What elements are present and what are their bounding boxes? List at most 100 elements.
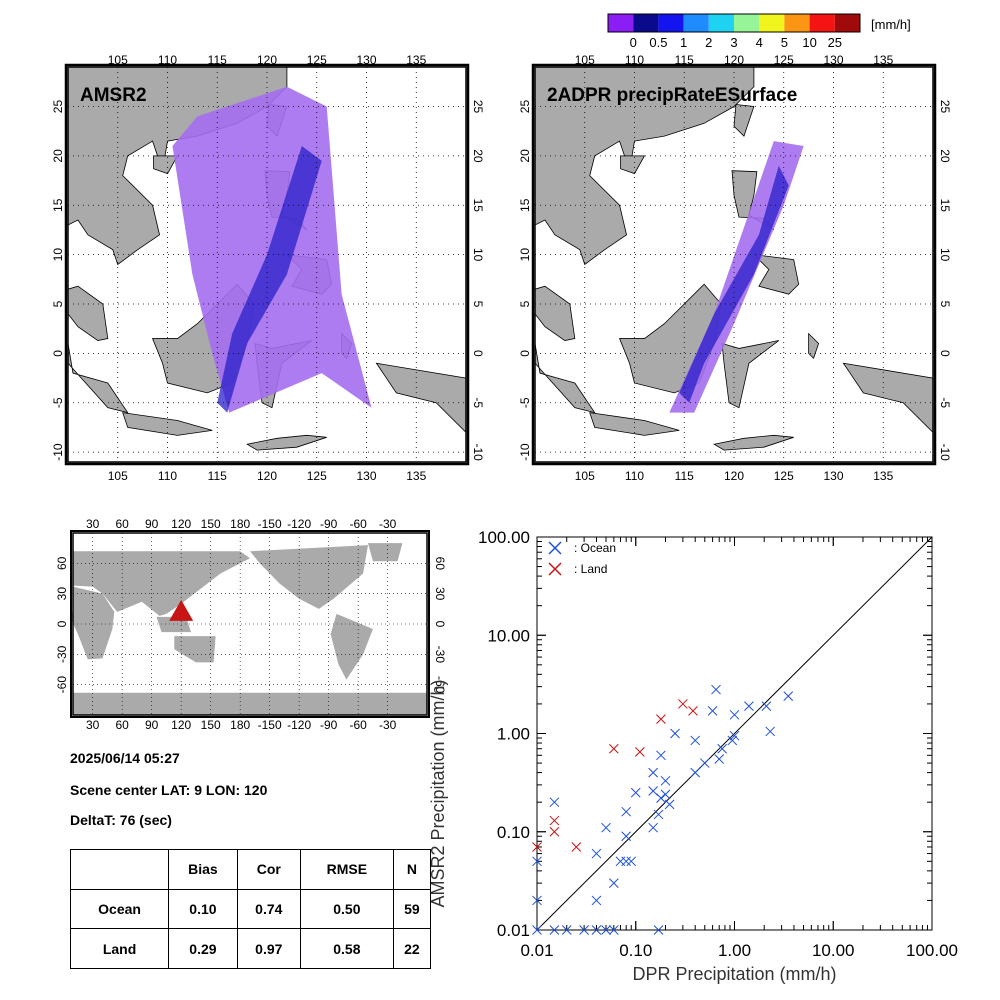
- stats-cell: 0.97: [236, 928, 301, 969]
- stats-header-row: Bias Cor RMSE N: [69, 849, 432, 890]
- world-border: [70, 530, 430, 718]
- lon-tick-label: 120: [724, 53, 744, 67]
- colorbar-label: 25: [828, 35, 842, 50]
- malay-peninsula: [67, 285, 109, 341]
- world-lon-label: 60: [115, 517, 129, 531]
- y-tick-label: 1.00: [497, 725, 530, 744]
- point-stroke: [591, 925, 602, 935]
- scene-center: Scene center LAT: 9 LON: 120: [70, 782, 268, 798]
- lon-tick-label: 115: [208, 469, 227, 483]
- world-lat-label: 60: [433, 557, 447, 571]
- world-lat-label: -30: [433, 646, 447, 664]
- colorbar-label: 5: [781, 35, 788, 50]
- lon-tick-label: 135: [406, 469, 426, 483]
- ocean-point: [699, 758, 710, 768]
- point-stroke: [532, 895, 542, 906]
- luzon: [731, 170, 775, 231]
- lat-tick-label: 0: [938, 350, 952, 357]
- ocean-point: [601, 925, 611, 935]
- colorbar-label: 2: [705, 35, 712, 50]
- lat-tick-label: 5: [938, 301, 952, 308]
- stats-header-cell: N: [392, 849, 432, 890]
- lon-tick-label: 120: [257, 469, 277, 483]
- ocean-point: [648, 822, 658, 833]
- ocean-point: [664, 799, 675, 810]
- world-lon-label: -60: [349, 517, 367, 531]
- ocean-point: [727, 735, 738, 746]
- lon-tick-label: 135: [873, 469, 893, 483]
- point-stroke: [532, 842, 542, 852]
- colorbar-swatch: [658, 14, 684, 32]
- amsr2-map-panel: 1051051101101151151201201251251301301351…: [51, 53, 485, 483]
- greenland: [368, 543, 403, 562]
- lat-tick-label: 20: [938, 149, 952, 163]
- world-lon-label: -60: [349, 718, 367, 732]
- lat-tick-label: 20: [51, 149, 65, 163]
- ocean-point: [621, 856, 632, 867]
- ocean-point: [660, 775, 671, 786]
- point-stroke: [532, 856, 542, 867]
- eurasia: [73, 551, 250, 616]
- point-stroke: [765, 726, 776, 737]
- north-america: [250, 545, 368, 609]
- point-stroke: [699, 758, 710, 768]
- antarctica: [73, 692, 427, 715]
- land-point: [634, 747, 645, 757]
- point-stroke: [549, 925, 560, 935]
- world-lat-label: -60: [433, 676, 447, 694]
- lat-tick-label: 25: [518, 100, 532, 114]
- point-stroke: [579, 925, 589, 935]
- ocean-point: [532, 856, 542, 867]
- y-tick-label: 0.01: [497, 921, 530, 940]
- lat-tick-label: 10: [51, 248, 65, 262]
- lon-tick-label: 105: [575, 53, 595, 67]
- lon-tick-label: 105: [108, 53, 128, 67]
- legend-label: : Ocean: [574, 541, 616, 555]
- lat-tick-label: 15: [518, 198, 532, 212]
- world-lon-label: 90: [145, 718, 159, 732]
- x-tick-label: 100.00: [906, 941, 958, 960]
- lat-tick-label: -5: [518, 397, 532, 408]
- mainland-asia: [534, 66, 755, 266]
- lon-tick-label: 115: [675, 469, 694, 483]
- stats-cell: 0.50: [299, 888, 394, 930]
- point-stroke: [549, 797, 560, 808]
- hainan: [153, 155, 179, 175]
- halmahera: [808, 332, 820, 360]
- x-tick-label: 10.00: [812, 941, 855, 960]
- colorbar-label: 0: [630, 35, 637, 50]
- point-stroke: [729, 709, 740, 720]
- world-lon-label: -120: [287, 517, 311, 531]
- lat-tick-label: 20: [471, 149, 485, 163]
- lesser-sunda: [246, 434, 327, 451]
- colorbar-swatch: [633, 14, 659, 32]
- world-lon-label: -90: [320, 517, 338, 531]
- sumatra: [534, 343, 596, 414]
- world-lon-label: 180: [230, 718, 250, 732]
- lon-tick-label: 125: [307, 53, 327, 67]
- colorbar-label: 4: [756, 35, 763, 50]
- colorbar-label: 0.5: [649, 35, 667, 50]
- ocean-point: [690, 735, 701, 746]
- stats-row-land: Land 0.29 0.97 0.58 22: [69, 928, 432, 969]
- lon-tick-label: 135: [873, 53, 893, 67]
- lat-tick-label: 15: [938, 199, 952, 213]
- world-locator-map: 30 30 60 60 90 90 120 120 150 150 180 180 -150 -150 -1…: [55, 517, 447, 732]
- lon-tick-label: 125: [774, 53, 794, 67]
- world-lon-label: 180: [230, 517, 250, 531]
- stats-header-cell: Bias: [168, 849, 238, 890]
- scene-deltat: DeltaT: 76 (sec): [70, 812, 172, 828]
- ocean-point: [626, 856, 637, 867]
- point-stroke: [656, 750, 666, 761]
- precip-core: [217, 146, 322, 413]
- point-stroke: [690, 767, 701, 778]
- world-lat-label: -60: [55, 676, 69, 694]
- point-stroke: [630, 787, 641, 798]
- land-point: [656, 714, 666, 724]
- lon-tick-label: 110: [625, 469, 644, 483]
- map-frame: [534, 66, 934, 463]
- ocean-point: [707, 706, 718, 716]
- stats-cell: 0.10: [168, 888, 238, 930]
- colorbar-swatch: [734, 14, 760, 32]
- y-tick-label: 100.00: [478, 528, 530, 547]
